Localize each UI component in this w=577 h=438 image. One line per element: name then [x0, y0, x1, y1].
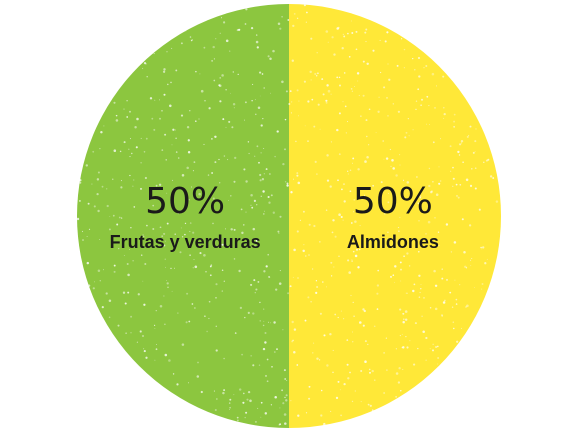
- slice-category-label: Frutas y verduras: [110, 232, 261, 252]
- slice-value-label: 50%: [353, 181, 433, 222]
- slice-category-label: Almidones: [347, 232, 439, 252]
- slice-value-label: 50%: [145, 181, 225, 222]
- speckle-texture: [77, 4, 499, 426]
- labels-layer: 50% Frutas y verduras 50% Almidones: [110, 181, 439, 252]
- slices-layer: [77, 4, 501, 428]
- pie-slice-1: [289, 4, 501, 428]
- pie-slice-0: [77, 4, 289, 428]
